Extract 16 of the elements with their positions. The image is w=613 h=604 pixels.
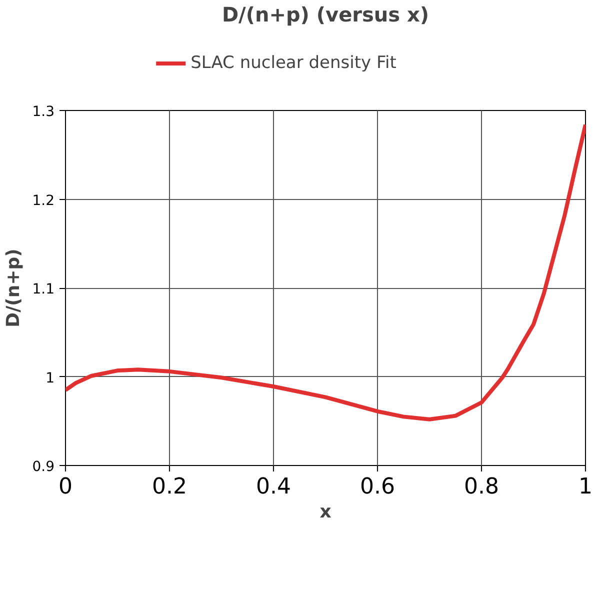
legend-label: SLAC nuclear density Fit bbox=[190, 53, 396, 73]
x-tick-label: 0.2 bbox=[152, 474, 188, 500]
x-tick-label: 0.8 bbox=[464, 474, 500, 500]
x-axis-title: x bbox=[320, 502, 332, 522]
y-tick-label: 1.2 bbox=[32, 192, 54, 209]
y-tick-label: 1.1 bbox=[32, 282, 54, 298]
x-tick-label: 0.6 bbox=[360, 474, 396, 500]
chart-title: D/(n+p) (versus x) bbox=[222, 2, 430, 26]
x-tick-label: 0.4 bbox=[256, 474, 292, 500]
x-tick-label: 0 bbox=[58, 474, 72, 500]
y-axis-title: D/(n+p) bbox=[3, 248, 24, 328]
line-series bbox=[66, 122, 586, 422]
y-tick-label: 1 bbox=[46, 370, 55, 386]
x-tick-label: 1 bbox=[578, 474, 592, 500]
y-tick-label: 0.9 bbox=[32, 459, 54, 475]
y-tick-label: 1.3 bbox=[32, 104, 54, 120]
